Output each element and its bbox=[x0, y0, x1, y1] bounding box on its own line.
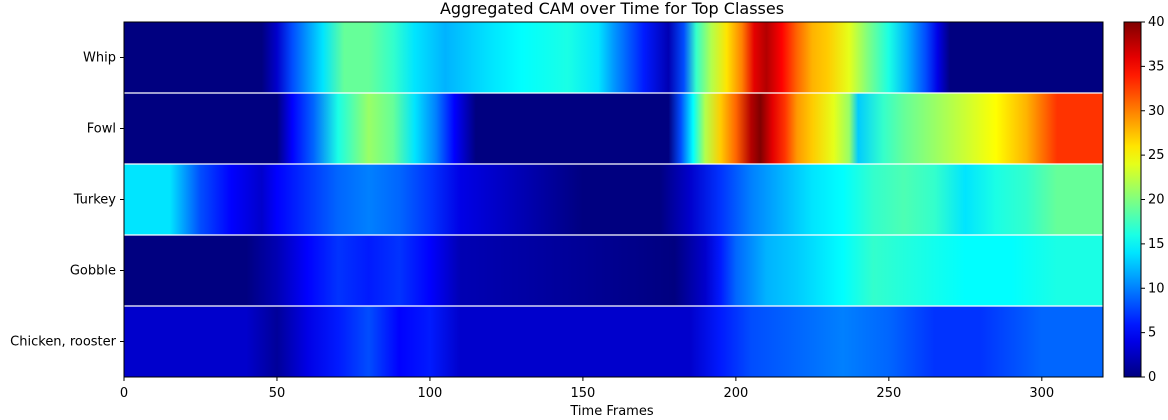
heatmap-row-chicken-rooster bbox=[124, 306, 1103, 377]
colorbar-tick-label: 10 bbox=[1148, 281, 1165, 296]
heatmap-row-whip bbox=[124, 22, 1103, 93]
x-tick-label: 100 bbox=[418, 386, 443, 401]
x-tick-label: 0 bbox=[120, 386, 128, 401]
row-label: Fowl bbox=[87, 122, 116, 137]
heatmap-row-fowl bbox=[124, 93, 1103, 164]
x-tick-label: 50 bbox=[269, 386, 286, 401]
row-label: Gobble bbox=[70, 264, 116, 279]
colorbar-tick-label: 30 bbox=[1148, 104, 1165, 119]
colorbar: 0 5 10 15 20 25 30 35 40 bbox=[1123, 15, 1165, 385]
x-tick-label: 250 bbox=[876, 386, 901, 401]
colorbar-tick-label: 5 bbox=[1148, 326, 1156, 341]
heatmap-rows bbox=[124, 22, 1103, 377]
x-axis-ticks: 0 50 100 150 200 250 300 bbox=[120, 377, 1054, 401]
row-label: Turkey bbox=[73, 193, 117, 208]
row-label: Whip bbox=[83, 51, 116, 66]
colorbar-tick-label: 25 bbox=[1148, 148, 1165, 163]
heatmap-row-gobble bbox=[124, 235, 1103, 306]
colorbar-tick-label: 40 bbox=[1148, 15, 1165, 30]
x-tick-label: 200 bbox=[723, 386, 748, 401]
chart-title: Aggregated CAM over Time for Top Classes bbox=[440, 0, 784, 18]
heatmap-row-turkey bbox=[124, 164, 1103, 235]
x-tick-label: 300 bbox=[1029, 386, 1054, 401]
colorbar-tick-label: 0 bbox=[1148, 370, 1156, 385]
x-axis-label: Time Frames bbox=[569, 404, 653, 419]
x-tick-label: 150 bbox=[570, 386, 595, 401]
colorbar-tick-label: 20 bbox=[1148, 193, 1165, 208]
colorbar-scale bbox=[1123, 21, 1142, 378]
row-label: Chicken, rooster bbox=[10, 335, 116, 350]
colorbar-tick-label: 35 bbox=[1148, 59, 1165, 74]
row-labels: Whip Fowl Turkey Gobble Chicken, rooster bbox=[10, 51, 124, 350]
colorbar-tick-label: 15 bbox=[1148, 237, 1165, 252]
